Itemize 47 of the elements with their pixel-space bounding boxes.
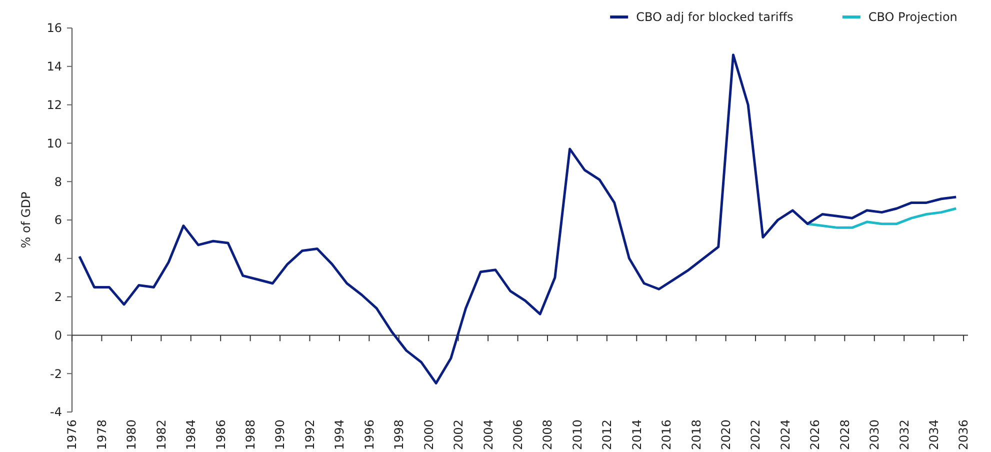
x-tick-label: 2002 bbox=[452, 419, 466, 450]
x-tick-label: 1984 bbox=[184, 419, 198, 450]
x-tick-label: 1996 bbox=[362, 419, 376, 450]
x-tick-label: 2028 bbox=[838, 419, 852, 450]
x-tick-label: 2006 bbox=[510, 419, 525, 450]
x-tick-label: 1980 bbox=[124, 419, 139, 450]
y-tick-label: 8 bbox=[54, 174, 62, 189]
x-tick-label: 1992 bbox=[302, 419, 317, 450]
x-tick-label: 2036 bbox=[956, 419, 971, 450]
x-tick-label: 1976 bbox=[65, 419, 80, 450]
x-tick-label: 2018 bbox=[689, 419, 704, 450]
x-tick-label: 2034 bbox=[927, 419, 942, 450]
y-tick-label: 2 bbox=[54, 290, 62, 304]
y-tick-label: 12 bbox=[46, 98, 62, 112]
x-tick-label: 1994 bbox=[332, 419, 347, 450]
x-tick-label: 1978 bbox=[94, 419, 109, 450]
x-tick-label: 2026 bbox=[808, 419, 822, 450]
x-tick-label: 1988 bbox=[244, 419, 258, 450]
y-tick-label: 16 bbox=[46, 21, 62, 36]
x-tick-label: 2008 bbox=[540, 419, 555, 450]
x-tick-label: 2024 bbox=[778, 419, 792, 450]
x-tick-label: 1982 bbox=[154, 419, 168, 450]
line-series bbox=[78, 54, 958, 384]
y-tick-label: 10 bbox=[46, 136, 62, 150]
x-tick-label: 2004 bbox=[481, 419, 496, 450]
x-tick-label: 1990 bbox=[273, 419, 288, 450]
y-tick-label: 4 bbox=[54, 252, 62, 266]
line-series bbox=[806, 207, 958, 229]
x-tick-label: 1986 bbox=[214, 419, 228, 450]
legend-label: CBO Projection bbox=[868, 10, 958, 24]
y-tick-label: 14 bbox=[46, 60, 62, 74]
x-tick-label: 2014 bbox=[630, 419, 644, 450]
x-tick-label: 2010 bbox=[570, 419, 584, 450]
x-tick-label: 2020 bbox=[719, 419, 733, 450]
x-tick-label: 2030 bbox=[868, 419, 882, 450]
x-tick-label: 2000 bbox=[422, 419, 436, 450]
y-tick-label: 6 bbox=[54, 213, 62, 228]
y-tick-label: 0 bbox=[54, 328, 62, 342]
y-tick-label: -2 bbox=[50, 366, 62, 381]
x-tick-label: 2032 bbox=[897, 419, 912, 450]
x-tick-label: 2012 bbox=[600, 419, 614, 450]
legend-label: CBO adj for blocked tariffs bbox=[636, 10, 794, 24]
x-tick-label: 1998 bbox=[392, 419, 406, 450]
y-axis-title: % of GDP bbox=[19, 192, 33, 248]
x-tick-label: 2022 bbox=[748, 419, 763, 450]
y-tick-label: -4 bbox=[50, 405, 62, 420]
x-tick-label: 2016 bbox=[660, 419, 674, 450]
